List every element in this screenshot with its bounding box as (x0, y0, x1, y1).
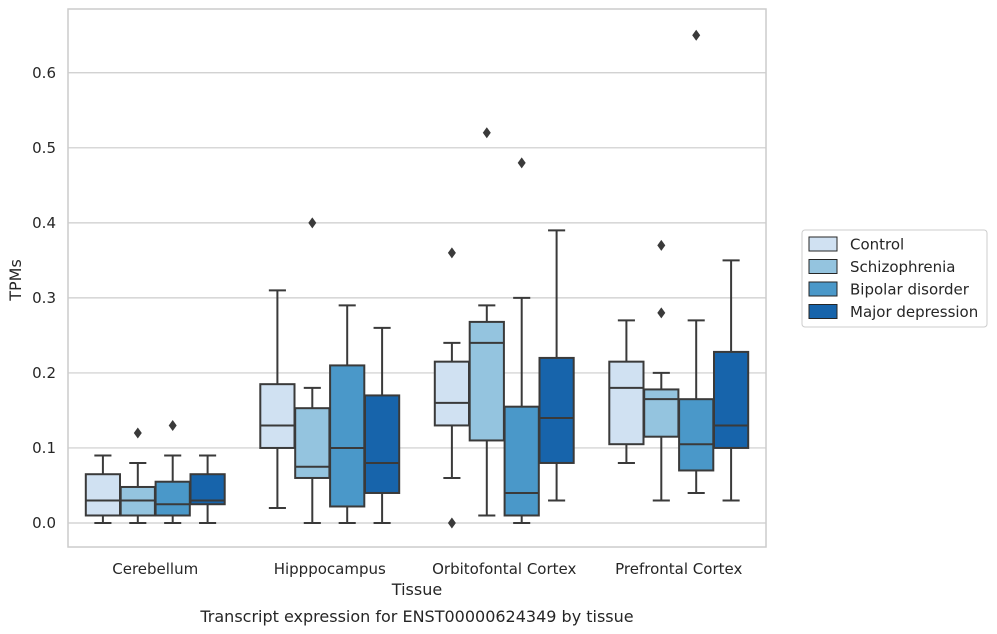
y-tick-label: 0.6 (32, 64, 56, 82)
legend-item: Bipolar disorder (808, 281, 970, 299)
outlier-point (133, 427, 142, 439)
y-tick-label: 0.0 (32, 514, 56, 532)
legend-swatch (808, 304, 838, 319)
box-1-3 (363, 326, 401, 524)
box-iqr (329, 364, 366, 508)
y-axis-ticks: 0.0 0.1 0.2 0.3 0.4 0.5 0.6 (32, 64, 56, 532)
legend-label: Schizophrenia (850, 258, 955, 276)
boxes (84, 29, 750, 529)
outlier-point (657, 307, 666, 319)
box-iqr (154, 480, 191, 517)
outlier-point (482, 127, 491, 139)
legend-label: Control (850, 236, 904, 254)
x-tick-label: Orbitofontal Cortex (432, 560, 576, 578)
legend-label: Bipolar disorder (850, 281, 970, 299)
box-iqr (84, 473, 122, 517)
legend-swatch (808, 236, 838, 252)
box-0-1 (119, 427, 156, 524)
box-iqr (608, 360, 645, 446)
legend-frame (801, 229, 988, 328)
y-tick-label: 0.3 (32, 289, 56, 307)
outlier-point (447, 517, 456, 529)
box-iqr (503, 405, 540, 517)
y-axis-label: TPMs (6, 259, 25, 302)
y-tick-label: 0.4 (32, 214, 56, 232)
box-2-0 (433, 247, 471, 529)
legend-item: Schizophrenia (808, 258, 955, 276)
legend-item: Major depression (808, 303, 978, 321)
y-tick-label: 0.2 (32, 364, 56, 382)
y-tick-label: 0.1 (32, 439, 56, 457)
grid-lines (68, 72, 766, 524)
box-2-2 (503, 157, 540, 524)
x-tick-label: Hipppocampus (274, 560, 386, 578)
box-2-3 (538, 229, 575, 502)
box-2-1 (468, 127, 505, 517)
box-iqr (433, 360, 471, 427)
plot-frame (67, 8, 767, 548)
box-3-3 (712, 259, 750, 502)
outlier-point (168, 419, 177, 431)
x-axis-label: Tissue (391, 580, 442, 599)
y-tick-label: 0.5 (32, 139, 56, 157)
box-iqr (712, 350, 750, 449)
chart-caption: Transcript expression for ENST0000062434… (199, 607, 633, 626)
box-iqr (538, 356, 575, 464)
box-0-2 (154, 419, 191, 524)
outlier-point (447, 247, 456, 259)
x-tick-label: Cerebellum (112, 560, 198, 578)
box-1-2 (329, 304, 366, 524)
box-1-1 (294, 217, 331, 524)
box-iqr (259, 383, 296, 449)
box-iqr (189, 473, 226, 506)
legend-swatch (808, 281, 838, 297)
box-0-0 (84, 454, 122, 524)
legend: Control Schizophrenia Bipolar disorder Majo… (801, 229, 988, 328)
outlier-point (657, 239, 666, 251)
legend-swatch (808, 259, 838, 274)
box-3-2 (678, 29, 715, 494)
outlier-point (692, 29, 701, 41)
outlier-point (517, 157, 526, 169)
box-3-0 (608, 319, 645, 464)
box-0-3 (189, 454, 226, 524)
outlier-point (308, 217, 317, 229)
box-iqr (363, 394, 401, 494)
box-iqr (643, 388, 680, 438)
box-iqr (678, 398, 715, 472)
x-tick-label: Prefrontal Cortex (615, 560, 742, 578)
box-3-1 (643, 239, 680, 502)
box-iqr (468, 320, 505, 442)
x-axis-ticks: Cerebellum Hipppocampus Orbitofontal Corte… (112, 560, 742, 578)
legend-label: Major depression (850, 303, 978, 321)
box-1-0 (259, 289, 296, 509)
legend-item: Control (808, 236, 904, 254)
